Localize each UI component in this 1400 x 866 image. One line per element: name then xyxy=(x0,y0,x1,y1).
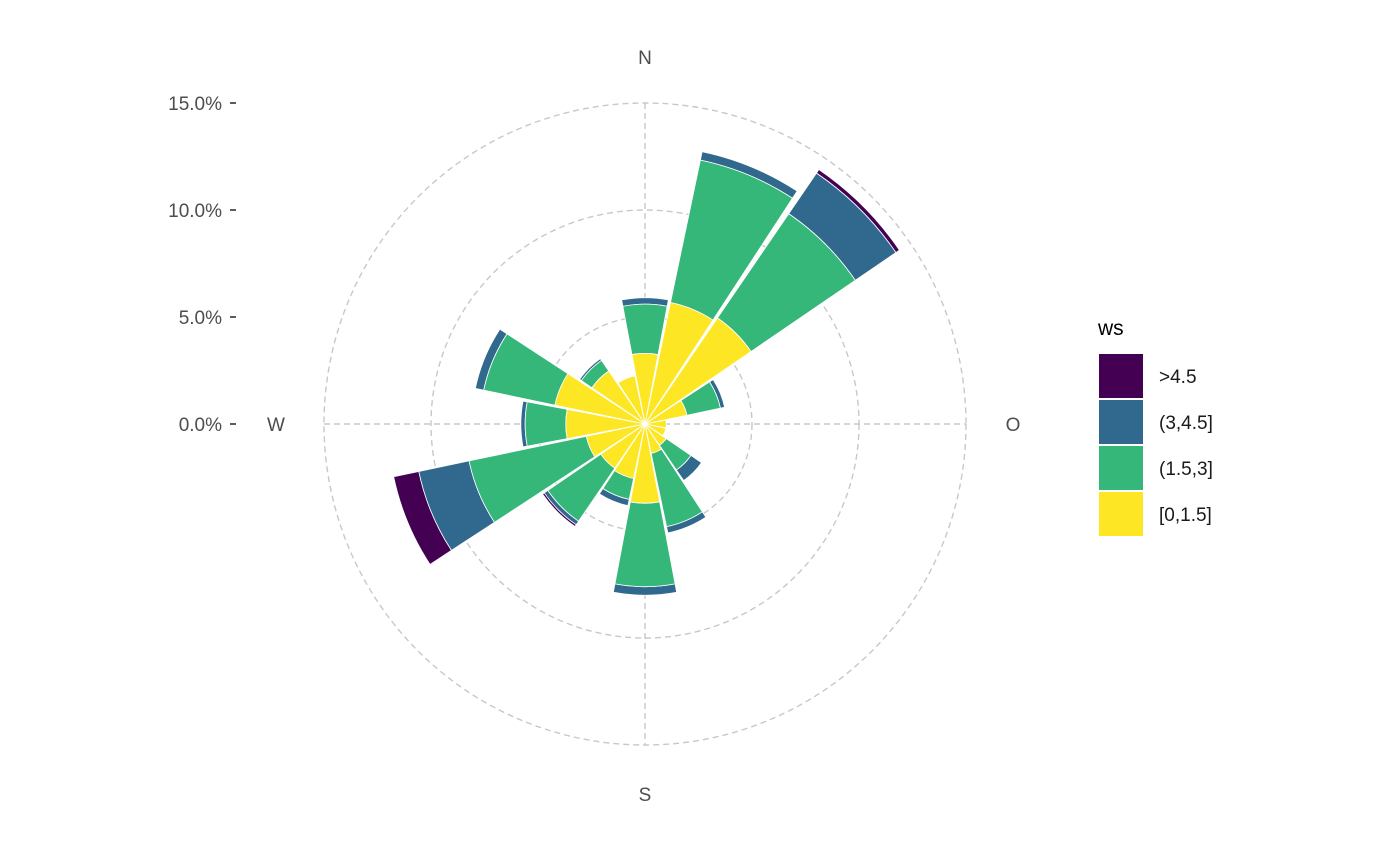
legend-swatch xyxy=(1099,400,1143,444)
direction-label-w: W xyxy=(267,415,285,436)
legend-label: >4.5 xyxy=(1159,367,1197,388)
wedge-180-1 xyxy=(629,423,661,504)
radial-axis: 0.0% 5.0% 10.0% 15.0% xyxy=(168,94,236,436)
radial-tick-label: 5.0% xyxy=(179,308,222,329)
legend-swatch xyxy=(1099,446,1143,490)
legend-swatch xyxy=(1099,492,1143,536)
wedge-90-1 xyxy=(644,419,667,429)
wedge-22.5-1 xyxy=(644,302,714,425)
direction-label-o: O xyxy=(1006,415,1021,436)
wedge-292.5-1 xyxy=(554,373,646,425)
wedge-270-2 xyxy=(524,401,568,447)
wedge-45-1 xyxy=(644,317,752,425)
direction-label-n: N xyxy=(638,48,652,69)
wedge-270-1 xyxy=(565,408,646,440)
wedge-157.5-1 xyxy=(644,423,662,454)
wedge-247.5-1 xyxy=(585,423,646,458)
wedge-337.5-1 xyxy=(617,375,646,425)
radial-tick-label: 0.0% xyxy=(179,415,222,436)
legend-swatch xyxy=(1099,354,1143,398)
wedge-0-2 xyxy=(622,303,668,356)
wedge-135-1 xyxy=(644,423,667,446)
wedge-225-1 xyxy=(600,423,646,469)
legend-label: [0,1.5] xyxy=(1159,505,1212,526)
legend-title: ws xyxy=(1097,317,1124,340)
wind-rose-wedges xyxy=(393,151,900,596)
wedge-202.5-1 xyxy=(614,423,646,479)
radial-tick-label: 15.0% xyxy=(168,94,222,115)
wedge-315-1 xyxy=(591,370,646,425)
radial-tick-label: 10.0% xyxy=(168,201,222,222)
legend-label: (1.5,3] xyxy=(1159,459,1213,480)
direction-labels: N O S W xyxy=(267,48,1020,806)
legend-label: (3,4.5] xyxy=(1159,413,1213,434)
legend: ws >4.5 (3,4.5] (1.5,3] [0,1.5] xyxy=(1097,317,1213,536)
wedge-0-1 xyxy=(631,352,659,425)
wedge-67.5-1 xyxy=(644,400,688,425)
wedge-112.5-1 xyxy=(644,423,667,437)
direction-label-s: S xyxy=(639,785,652,806)
